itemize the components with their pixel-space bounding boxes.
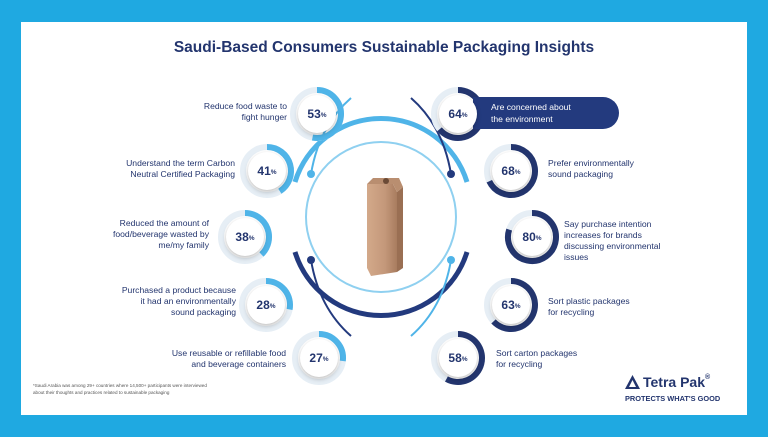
insight-label-left-2: Understand the term Carbon Neutral Certif… (126, 158, 235, 179)
stat-badge-left-1: 53% (298, 95, 336, 133)
stat-badge-right-2: 68% (492, 152, 530, 190)
insight-label-left-5: Use reusable or refillable food and bever… (171, 348, 286, 369)
insight-label-left-3: Reduced the amount of food/beverage waste… (112, 218, 209, 250)
ring-top-arc (292, 116, 470, 183)
infographic-card: Saudi-Based Consumers Sustainable Packag… (21, 22, 747, 415)
ring-bottom-arc (292, 251, 470, 318)
insight-label-right-4: Sort plastic packages for recycling (548, 296, 630, 317)
insight-label-right-2: Prefer environmentally sound packaging (548, 158, 634, 179)
insight-label-right-5: Sort carton packages for recycling (496, 348, 578, 369)
progress-arc-right-4 (491, 278, 538, 332)
progress-arc-left-3 (244, 210, 272, 257)
stat-badge-left-3: 38% (226, 218, 264, 256)
tetra-pak-logo-icon (625, 375, 640, 389)
stat-badge-left-2: 41% (248, 152, 286, 190)
stat-badge-right-3: 80% (513, 218, 551, 256)
insight-label-left-4: Purchased a product because it had an env… (121, 285, 236, 317)
insight-label-left-1: Reduce food waste to fight hunger (203, 101, 287, 122)
progress-arc-left-1 (311, 87, 344, 141)
brand-name: Tetra Pak® (643, 374, 711, 390)
progress-arc-left-4 (265, 278, 293, 311)
insight-label-right-3: Say purchase intention increases for bran… (564, 219, 661, 262)
inner-ring (305, 141, 457, 293)
stat-badge-left-5: 27% (300, 339, 338, 377)
footnote: *Saudi Arabia was among 29+ countries wh… (33, 383, 207, 395)
progress-arc-left-5 (318, 331, 346, 362)
progress-arc-right-2 (486, 144, 538, 198)
central-graphic (218, 87, 559, 385)
stat-badge-left-4: 28% (247, 286, 285, 324)
insight-label-right-1: Are concerned about the environment (491, 102, 571, 124)
brand-tagline: PROTECTS WHAT'S GOOD (625, 394, 721, 403)
stat-badge-right-1: 64% (439, 95, 477, 133)
progress-arc-right-3 (505, 210, 559, 264)
progress-arc-right-5 (444, 331, 485, 385)
stat-badge-right-5: 58% (439, 339, 477, 377)
carton-icon (367, 178, 403, 276)
progress-arc-left-2 (266, 144, 294, 194)
highlight-pill (473, 97, 619, 129)
page-title: Saudi-Based Consumers Sustainable Packag… (173, 39, 595, 56)
stat-badge-right-4: 63% (492, 286, 530, 324)
